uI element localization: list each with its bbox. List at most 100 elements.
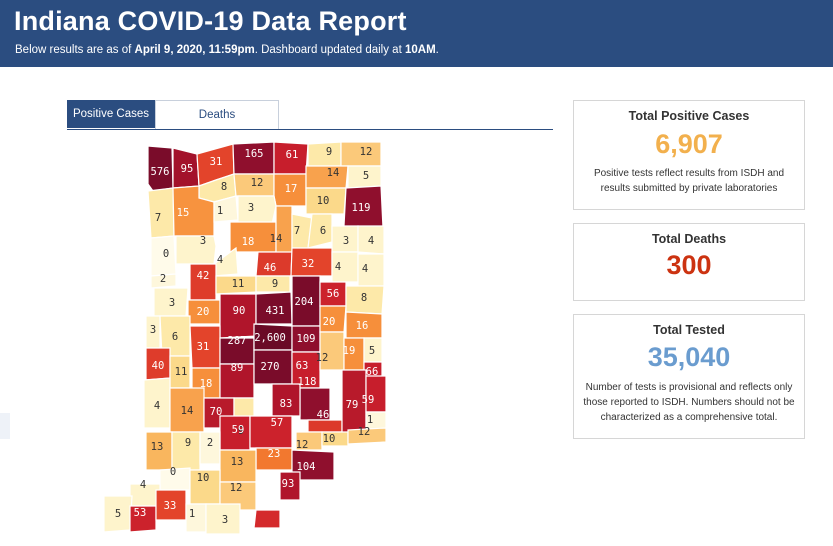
county-65[interactable] [271,383,301,417]
county-85[interactable] [279,471,301,501]
county-77[interactable] [347,427,387,445]
total-tested-value: 35,040 [647,342,731,372]
county-label-3: 165 [245,148,264,160]
county-label-42: 3 [150,324,156,336]
county-label-9: 17 [285,183,298,195]
county-label-15: 3 [248,202,254,214]
county-label-88: 33 [164,500,177,512]
county-5[interactable] [307,141,342,167]
county-label-13: 15 [177,207,190,219]
county-label-36: 20 [197,306,210,318]
county-31[interactable] [150,273,177,289]
county-label-32: 42 [197,270,210,282]
total-tested-note: Number of tests is provisional and refle… [583,382,795,423]
county-76[interactable] [321,431,349,447]
map-tabs: Positive Cases Deaths [67,100,553,130]
county-label-84: 12 [230,482,243,494]
tab-positive-cases[interactable]: Positive Cases [67,100,155,128]
county-label-79: 13 [231,456,244,468]
county-label-25: 4 [368,235,374,247]
county-label-46: 2,600 [254,332,286,344]
county-label-21: 14 [270,233,283,245]
county-16[interactable] [305,187,347,215]
county-label-76: 10 [323,433,336,445]
county-label-45: 287 [228,335,247,347]
county-label-49: 16 [356,320,369,332]
county-19[interactable] [175,235,217,265]
county-label-78: 23 [268,448,281,460]
county-label-70: 59 [232,424,245,436]
county-label-90: 3 [222,514,228,526]
county-label-86: 5 [115,508,121,520]
total-positive-note: Positive tests reflect results from ISDH… [593,168,785,194]
county-label-43: 6 [172,331,178,343]
county-label-14: 1 [217,205,223,217]
county-label-63: 70 [210,406,223,418]
county-label-34: 9 [272,278,278,290]
county-label-67: 79 [346,399,359,411]
county-15[interactable] [237,195,277,225]
county-label-48: 20 [323,316,336,328]
page-subtitle: Below results are as of April 9, 2020, 1… [15,44,439,56]
county-label-53: 89 [231,362,244,374]
county-90[interactable] [205,503,241,535]
county-label-56: 12 [316,352,329,364]
county-label-72: 13 [151,441,164,453]
county-label-11: 5 [363,170,369,182]
county-label-24: 3 [343,235,349,247]
county-label-35: 3 [169,297,175,309]
total-deaths-card: Total Deaths 300 [573,223,805,301]
county-label-7: 8 [221,181,227,193]
county-label-1: 95 [181,163,194,175]
total-positive-card: Total Positive Cases 6,907 Positive test… [573,100,805,210]
tab-deaths[interactable]: Deaths [155,100,279,129]
county-label-52: 18 [200,378,213,390]
county-label-50: 40 [152,360,165,372]
total-deaths-title: Total Deaths [651,232,727,246]
subtitle-time: 10AM [404,44,436,56]
county-91[interactable] [253,509,281,529]
county-label-85: 93 [282,478,295,490]
county-87[interactable] [129,505,157,533]
county-82[interactable] [291,449,335,481]
county-label-37: 90 [233,305,246,317]
county-label-31: 2 [160,273,166,285]
county-label-38: 431 [266,305,285,317]
county-label-51: 11 [175,366,188,378]
county-label-23: 6 [320,225,326,237]
subtitle-prefix: Below results are as of [15,44,135,56]
county-label-54: 270 [261,361,280,373]
county-66[interactable] [307,419,343,433]
county-label-65: 83 [280,398,293,410]
county-label-57: 19 [343,345,356,357]
subtitle-suffix: . [435,44,439,56]
county-label-5: 9 [326,146,332,158]
indiana-county-map: 576 95 31 165 61 9 12 8 12 17 14 5 7 15 1 3 10 119 0 3 18 14 7… [96,136,396,546]
county-label-82: 104 [297,461,316,473]
county-75[interactable] [295,431,323,451]
county-label-4: 61 [286,149,299,161]
county-label-55: 63 [296,360,309,372]
county-56[interactable] [319,331,345,371]
county-label-26: 4 [217,254,223,266]
total-tested-card: Total Tested 35,040 Number of tests is p… [573,314,805,439]
county-label-68: 59 [362,394,375,406]
page-title: Indiana COVID-19 Data Report [14,6,407,36]
county-label-91: 50 [265,488,278,500]
county-label-64: 9 [238,425,244,437]
county-label-30: 4 [362,263,368,275]
county-label-47: 109 [297,333,316,345]
county-label-33: 11 [232,278,245,290]
county-label-10: 14 [327,167,340,179]
total-positive-title: Total Positive Cases [628,109,750,123]
county-label-87: 53 [134,507,147,519]
county-label-75: 12 [296,439,309,451]
county-label-69: 1 [367,414,373,426]
county-label-40: 56 [327,288,340,300]
county-label-81: 10 [197,472,210,484]
total-positive-value: 6,907 [655,129,723,159]
county-label-22: 7 [294,225,300,237]
page-header: Indiana COVID-19 Data Report Below resul… [0,0,833,67]
